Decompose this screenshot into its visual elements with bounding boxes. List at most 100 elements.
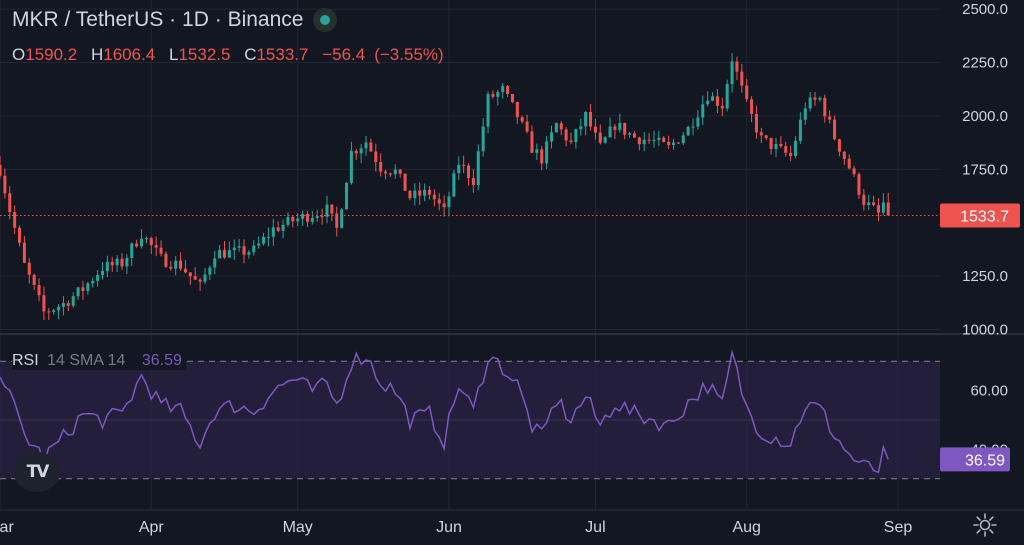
candle-body — [100, 270, 105, 276]
candle-body — [423, 189, 427, 196]
last-price-badge — [940, 203, 1020, 228]
candle-body — [47, 311, 51, 313]
candle-body — [222, 249, 227, 258]
candle-body — [174, 260, 178, 269]
candle-body — [198, 279, 202, 282]
candle-body — [886, 202, 890, 216]
rsi-legend[interactable]: RSI 14 SMA 14 36.59 — [12, 352, 186, 370]
gear-icon[interactable] — [972, 512, 998, 538]
y-tick-label: 2000.0 — [962, 108, 1008, 125]
x-tick-label: May — [283, 519, 313, 536]
candle-body — [130, 243, 134, 258]
candle-body — [735, 61, 739, 72]
candle-body — [642, 139, 646, 145]
candle-body — [847, 158, 851, 169]
candle-body — [584, 112, 588, 127]
candle-body — [525, 121, 529, 132]
candle-body — [603, 137, 607, 143]
candle-body — [574, 129, 578, 143]
x-tick-label: Sep — [884, 519, 913, 536]
close-label: C — [244, 45, 257, 64]
candle-body — [808, 97, 812, 109]
change-value: −56.4 — [322, 45, 366, 64]
candle-body — [144, 238, 148, 240]
candle-body — [418, 190, 422, 196]
candle-body — [71, 296, 75, 306]
candle-body — [779, 143, 783, 147]
candle-body — [764, 135, 768, 139]
rsi-name: RSI — [12, 352, 39, 369]
candle-body — [813, 97, 817, 100]
candle-body — [793, 140, 798, 156]
candle-body — [754, 113, 758, 133]
low-label: L — [168, 45, 179, 64]
candle-body — [398, 169, 402, 174]
candle-body — [462, 164, 466, 166]
candle-body — [701, 104, 705, 118]
candle-body — [52, 310, 56, 312]
candle-body — [476, 151, 480, 186]
candles — [0, 52, 940, 321]
symbol-name[interactable]: MKR / TetherUS — [12, 8, 164, 31]
candle-body — [691, 126, 695, 128]
candle-body — [598, 132, 602, 143]
candle-body — [96, 275, 100, 281]
candle-body — [159, 247, 163, 254]
candle-body — [667, 141, 671, 146]
candle-body — [310, 217, 314, 222]
candle-body — [447, 196, 451, 208]
candle-body — [242, 246, 246, 255]
candle-body — [237, 246, 241, 248]
candle-body — [686, 126, 690, 136]
candle-body — [711, 96, 715, 101]
candle-body — [154, 244, 158, 248]
title-separator: · — [169, 8, 177, 31]
candle-body — [554, 123, 558, 133]
candle-body — [257, 243, 261, 246]
tradingview-logo-icon[interactable]: TV — [14, 452, 60, 492]
interval-label[interactable]: 1D — [182, 8, 209, 31]
candle-body — [208, 267, 212, 275]
axes: 2500.0 2250.0 2000.0 1750.0 1250.0 1000.0 60.0… — [0, 1, 1020, 536]
candle-body — [57, 306, 61, 311]
low-value: 1532.5 — [178, 45, 231, 64]
candle-body — [852, 168, 856, 175]
candle-body — [408, 190, 412, 199]
y-tick-label: 1750.0 — [962, 161, 1008, 178]
candle-body — [0, 165, 2, 176]
rsi-line — [0, 349, 889, 474]
candle-body — [510, 93, 514, 102]
candle-body — [271, 227, 275, 237]
candle-body — [262, 236, 266, 244]
candle-body — [867, 202, 871, 206]
ohlc-legend: O1590.2 H1606.4 L1532.5 C1533.7 −56.4 (−3… — [12, 45, 453, 65]
open-label: O — [12, 45, 26, 64]
candle-body — [291, 216, 295, 222]
candle-body — [593, 126, 597, 133]
candle-body — [540, 149, 544, 164]
candle-body — [632, 133, 636, 138]
candle-body — [76, 287, 80, 297]
candle-body — [784, 146, 788, 153]
candle-body — [486, 94, 490, 127]
candle-body — [579, 126, 583, 130]
candle-body — [564, 129, 568, 141]
candle-body — [789, 152, 793, 156]
candle-body — [354, 150, 358, 154]
candle-body — [125, 257, 129, 267]
candle-body — [140, 238, 144, 247]
candle-body — [330, 204, 334, 214]
candle-body — [437, 199, 441, 204]
x-tick-label: Jun — [436, 519, 462, 536]
candle-body — [349, 150, 353, 183]
candle-body — [652, 140, 656, 142]
candle-body — [549, 132, 554, 142]
candle-body — [745, 85, 749, 100]
y-tick-label: 2250.0 — [962, 55, 1008, 72]
candle-body — [589, 112, 593, 127]
candle-body — [384, 171, 388, 174]
candle-body — [842, 151, 846, 159]
candle-body — [203, 274, 207, 282]
rsi-value-badge-label: 36.59 — [965, 452, 1005, 469]
